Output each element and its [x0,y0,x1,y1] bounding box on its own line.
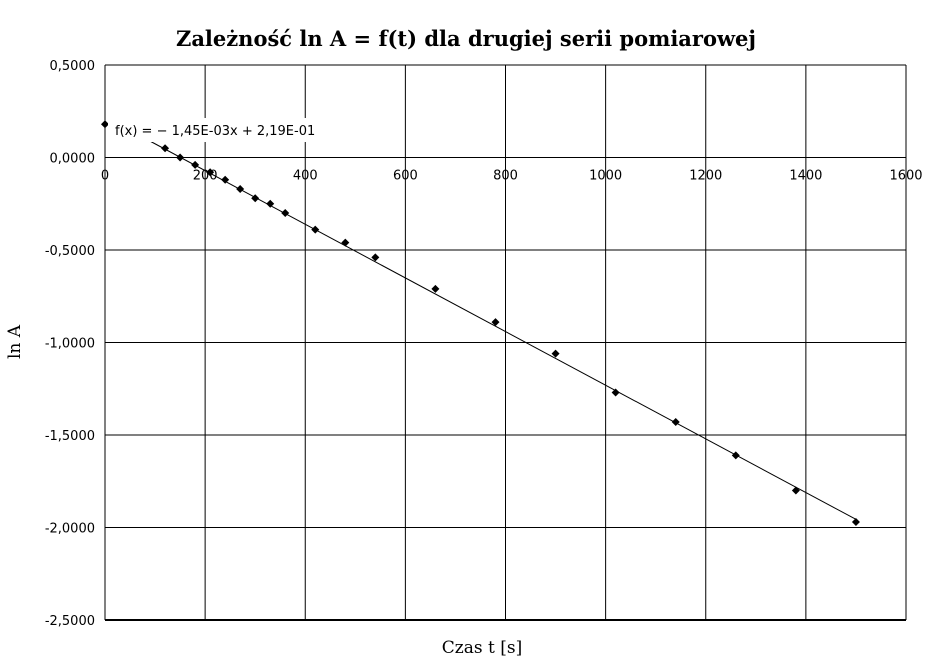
y-tick-label: 0,5000 [50,59,96,74]
chart-title: Zależność ln A = f(t) dla drugiej serii … [176,26,756,51]
data-point [266,199,275,208]
data-point [221,175,230,184]
data-point [341,238,350,247]
tick-labels: 0 200 400 600 800 1000 1200 1400 16000,50000,000… [45,59,923,629]
data-point [281,209,290,217]
data-point [251,194,260,203]
data-point [431,284,440,293]
x-tick-label: 400 [293,169,318,184]
x-tick-label: 800 [493,169,518,184]
x-tick-label: 600 [393,169,418,184]
x-tick-label: 1400 [789,169,822,184]
y-tick-label: 0,0000 [50,152,96,167]
x-tick-label: 1600 [889,169,922,184]
data-point [791,486,800,495]
y-tick-label: -2,0000 [45,522,95,537]
data-point [176,153,185,162]
data-point [311,225,320,234]
grid [104,64,907,621]
x-tick-label: 1200 [689,169,722,184]
x-axis-label: Czas t [s] [442,638,522,658]
data-point [206,168,215,177]
y-tick-label: -2,5000 [45,614,95,629]
data-point [611,388,620,397]
y-axis-label: ln A [5,324,25,359]
data-point [371,253,380,262]
y-tick-label: -0,5000 [45,244,95,259]
equation-label-background [108,118,330,142]
data-point [236,184,245,193]
trendline-equation: f(x) = − 1,45E-03x + 2,19E-01 [115,124,315,139]
data-point [161,144,170,153]
data-point [551,349,560,358]
data-point [191,160,200,169]
data-point [671,418,680,427]
data-point [491,318,500,327]
x-tick-label: 1000 [589,169,622,184]
y-tick-label: -1,0000 [45,337,95,352]
y-tick-label: -1,5000 [45,429,95,444]
data-points [101,120,860,526]
data-point [101,120,109,129]
data-point [851,517,860,526]
data-point [731,451,740,460]
x-tick-label: 0 [101,169,109,184]
